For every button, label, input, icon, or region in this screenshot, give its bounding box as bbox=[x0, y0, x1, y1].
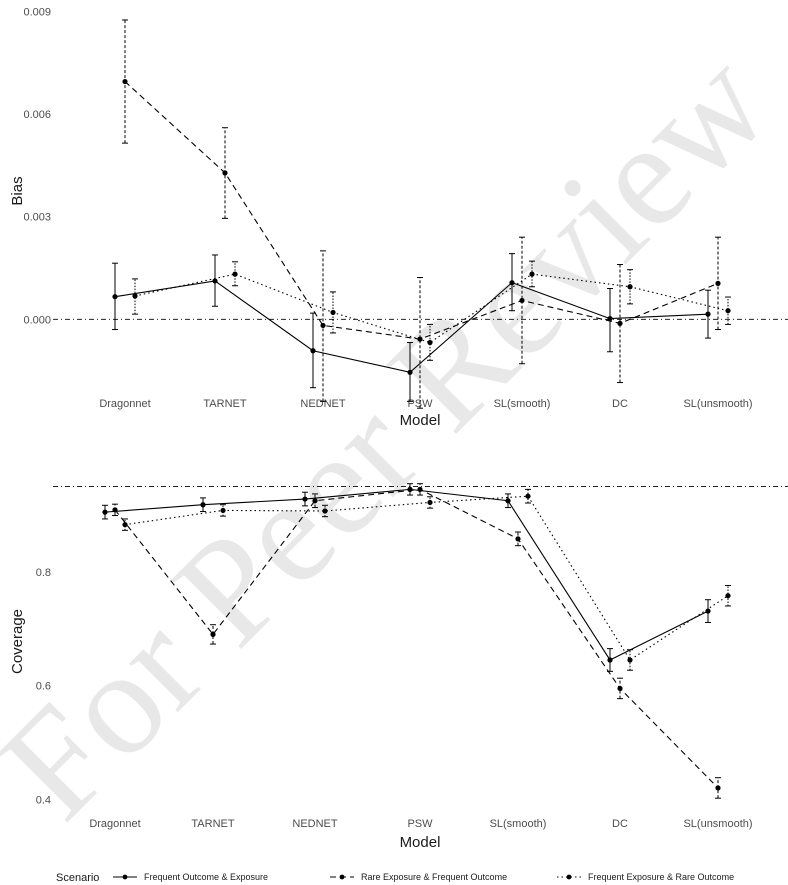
data-point bbox=[222, 170, 228, 176]
x-tick-label: NEDNET bbox=[300, 398, 346, 410]
data-point bbox=[627, 657, 633, 663]
data-point bbox=[132, 293, 138, 299]
data-point bbox=[509, 280, 515, 286]
data-point bbox=[519, 297, 525, 304]
y-tick-label: 0.4 bbox=[36, 794, 51, 806]
data-point bbox=[302, 496, 308, 502]
y-tick-label: 0.000 bbox=[23, 314, 51, 326]
data-point bbox=[320, 322, 326, 329]
data-point bbox=[617, 685, 623, 692]
y-axis-title: Coverage bbox=[9, 609, 26, 674]
data-point bbox=[607, 657, 613, 663]
data-point bbox=[112, 294, 118, 300]
data-point bbox=[312, 498, 318, 504]
data-point bbox=[122, 522, 128, 528]
data-point bbox=[427, 339, 433, 346]
x-tick-label: SL(smooth) bbox=[494, 398, 551, 410]
data-point bbox=[607, 315, 613, 322]
data-point bbox=[407, 369, 413, 375]
y-axis-title: Bias bbox=[9, 176, 26, 205]
data-point bbox=[705, 311, 711, 317]
legend-label: Rare Exposure & Frequent Outcome bbox=[361, 872, 507, 882]
x-tick-label: TARNET bbox=[191, 818, 234, 830]
x-tick-label: TARNET bbox=[203, 398, 246, 410]
legend-label: Frequent Outcome & Exposure bbox=[144, 872, 268, 882]
data-point bbox=[310, 348, 316, 354]
x-tick-label: Dragonnet bbox=[89, 818, 140, 830]
bias-panel: 0.000 0.003 0.006 0.009 Dragonnet TARNET NEDNE… bbox=[9, 6, 788, 429]
legend-title: Scenario bbox=[56, 872, 99, 884]
data-point bbox=[417, 486, 423, 492]
data-point bbox=[220, 507, 226, 514]
data-point bbox=[122, 78, 128, 85]
data-point bbox=[212, 278, 218, 284]
y-tick-label: 0.6 bbox=[36, 681, 51, 693]
data-point bbox=[515, 536, 521, 542]
data-point bbox=[112, 507, 118, 513]
data-point bbox=[102, 509, 108, 515]
data-point bbox=[200, 502, 206, 508]
data-point bbox=[210, 631, 216, 637]
watermark-text: For Peer Review bbox=[0, 20, 788, 850]
data-point bbox=[330, 309, 336, 316]
data-point bbox=[529, 271, 535, 277]
x-tick-label: NEDNET bbox=[292, 818, 338, 830]
data-point bbox=[627, 284, 633, 290]
x-tick-label: PSW bbox=[407, 818, 433, 830]
data-point bbox=[725, 308, 731, 314]
data-point bbox=[705, 608, 711, 614]
x-axis-title: Model bbox=[400, 834, 441, 851]
data-point bbox=[617, 320, 623, 326]
y-tick-label: 0.006 bbox=[23, 109, 51, 121]
x-tick-label: DC bbox=[612, 818, 628, 830]
data-point bbox=[232, 271, 238, 277]
x-tick-label: PSW bbox=[407, 398, 433, 410]
data-point bbox=[427, 499, 433, 506]
x-tick-label: SL(unsmooth) bbox=[683, 818, 752, 830]
data-point bbox=[505, 498, 511, 504]
data-point bbox=[322, 508, 328, 514]
legend-key-point bbox=[566, 874, 572, 880]
y-tick-label: 0.003 bbox=[23, 212, 51, 224]
data-point bbox=[725, 593, 731, 599]
x-axis-title: Model bbox=[400, 412, 441, 429]
x-tick-label: Dragonnet bbox=[99, 398, 150, 410]
legend-label: Frequent Exposure & Rare Outcome bbox=[588, 872, 734, 882]
data-point bbox=[715, 785, 721, 791]
data-point bbox=[417, 336, 423, 342]
x-tick-label: DC bbox=[612, 398, 628, 410]
y-tick-label: 0.8 bbox=[36, 567, 51, 579]
data-point bbox=[715, 280, 721, 286]
watermark: For Peer Review bbox=[0, 20, 788, 850]
legend-key-point bbox=[339, 874, 345, 880]
x-tick-label: SL(smooth) bbox=[490, 818, 547, 830]
legend-key-point bbox=[122, 874, 128, 880]
coverage-panel: 0.4 0.6 0.8 Dragonnet TARNET NEDNET PSW SL(smoo… bbox=[9, 483, 788, 851]
data-point bbox=[525, 493, 531, 499]
y-tick-label: 0.009 bbox=[23, 6, 51, 18]
x-tick-label: SL(unsmooth) bbox=[683, 398, 752, 410]
legend: Scenario Frequent Outcome & Exposure Rare … bbox=[56, 872, 734, 884]
